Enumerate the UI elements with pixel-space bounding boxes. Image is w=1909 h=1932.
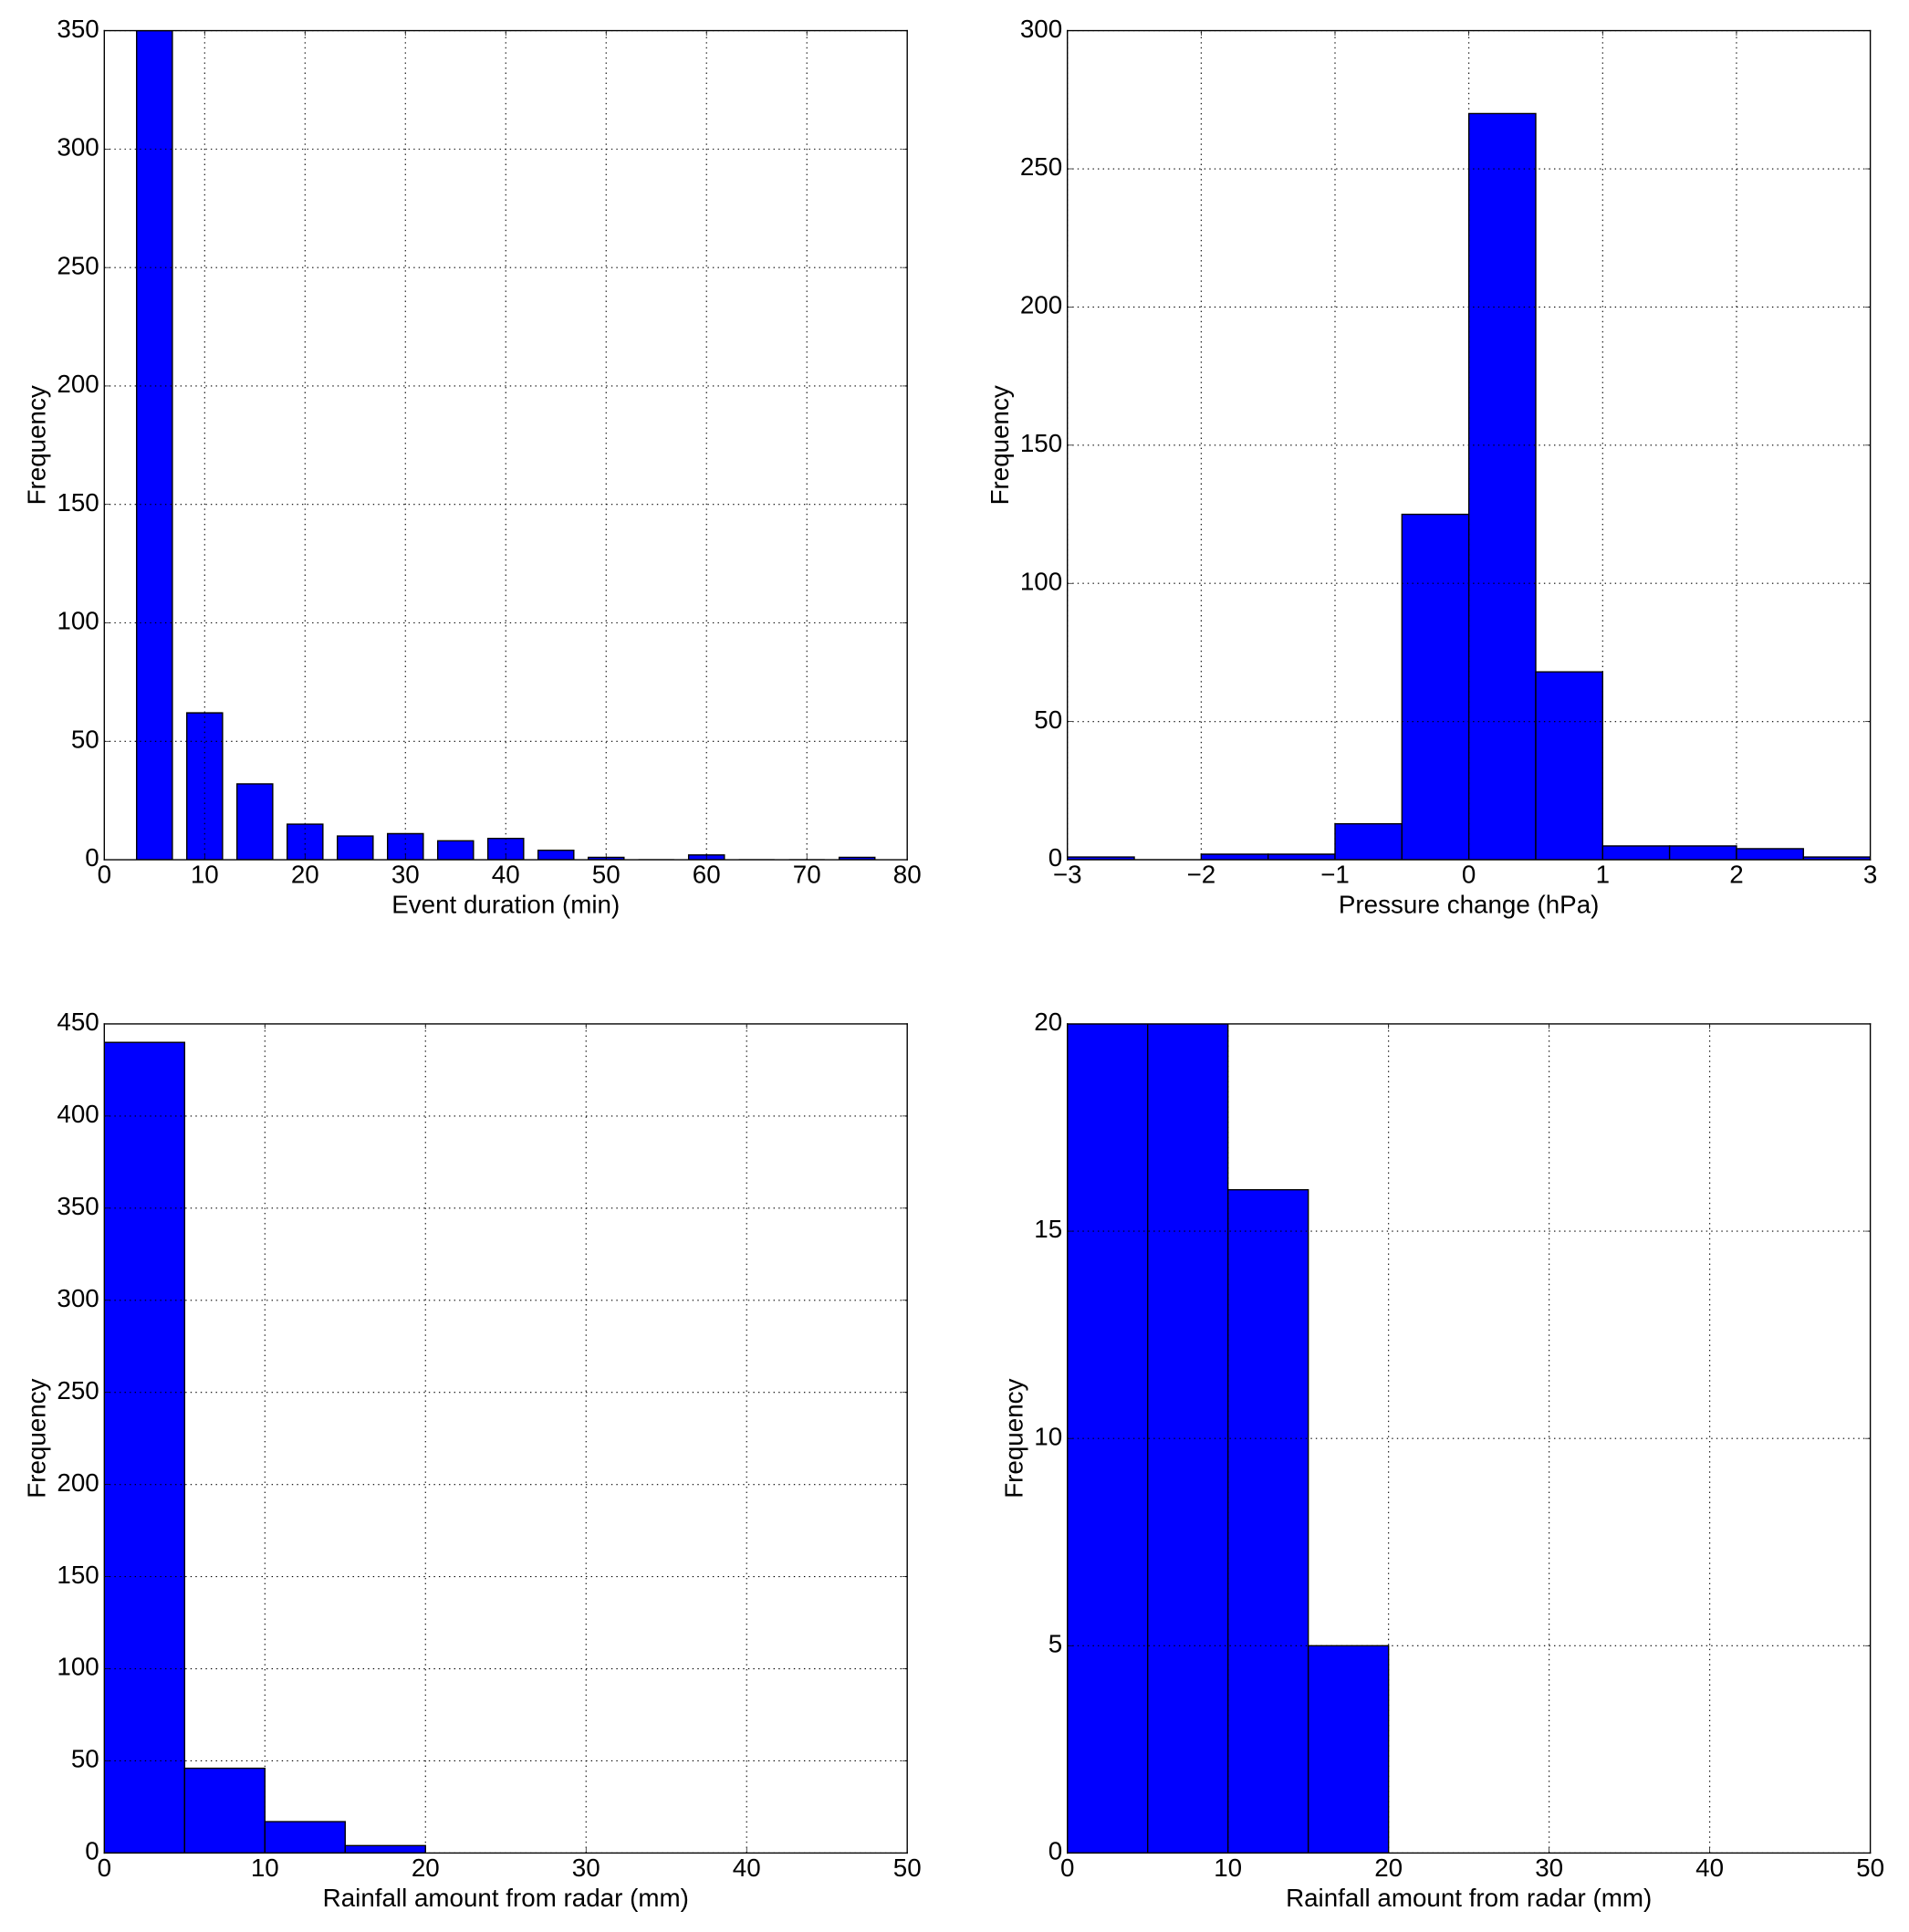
svg-text:80: 80 [893, 861, 922, 889]
svg-text:150: 150 [1020, 429, 1062, 457]
svg-text:70: 70 [793, 861, 821, 889]
svg-text:0: 0 [85, 1837, 99, 1865]
svg-text:100: 100 [1020, 567, 1062, 595]
svg-text:50: 50 [893, 1854, 922, 1882]
svg-text:30: 30 [572, 1854, 600, 1882]
svg-text:300: 300 [1020, 15, 1062, 43]
svg-text:0: 0 [1060, 1854, 1074, 1882]
svg-text:5: 5 [1048, 1629, 1062, 1657]
svg-text:Frequency: Frequency [1000, 1378, 1028, 1498]
svg-text:Frequency: Frequency [23, 1378, 51, 1498]
svg-text:350: 350 [57, 1192, 99, 1220]
svg-text:250: 250 [1020, 152, 1062, 181]
svg-text:450: 450 [57, 1008, 99, 1036]
svg-text:300: 300 [57, 133, 99, 162]
svg-text:10: 10 [1214, 1854, 1242, 1882]
svg-text:20: 20 [291, 861, 319, 889]
svg-text:50: 50 [71, 725, 99, 753]
svg-text:50: 50 [1034, 705, 1062, 734]
svg-text:0: 0 [85, 843, 99, 872]
svg-text:50: 50 [71, 1745, 99, 1773]
svg-text:Frequency: Frequency [23, 385, 51, 505]
svg-text:100: 100 [57, 1653, 99, 1681]
svg-text:Event duration (min): Event duration (min) [391, 891, 620, 919]
svg-text:10: 10 [251, 1854, 279, 1882]
svg-text:−1: −1 [1320, 861, 1350, 889]
svg-text:10: 10 [191, 861, 219, 889]
svg-text:15: 15 [1034, 1215, 1062, 1243]
svg-text:50: 50 [592, 861, 621, 889]
svg-text:200: 200 [57, 370, 99, 398]
svg-text:10: 10 [1034, 1422, 1062, 1450]
svg-text:350: 350 [57, 15, 99, 43]
svg-text:0: 0 [98, 861, 111, 889]
svg-text:40: 40 [1695, 1854, 1724, 1882]
svg-text:400: 400 [57, 1100, 99, 1128]
svg-text:300: 300 [57, 1284, 99, 1312]
svg-text:0: 0 [1462, 861, 1476, 889]
svg-text:20: 20 [412, 1854, 440, 1882]
svg-text:50: 50 [1856, 1854, 1884, 1882]
svg-text:200: 200 [57, 1468, 99, 1497]
svg-text:Pressure change (hPa): Pressure change (hPa) [1339, 891, 1600, 919]
svg-text:0: 0 [1048, 843, 1062, 872]
svg-text:−2: −2 [1187, 861, 1216, 889]
svg-text:250: 250 [57, 251, 99, 279]
svg-text:100: 100 [57, 607, 99, 635]
svg-text:30: 30 [1535, 1854, 1563, 1882]
svg-text:250: 250 [57, 1376, 99, 1405]
svg-text:20: 20 [1374, 1854, 1403, 1882]
svg-text:3: 3 [1863, 861, 1877, 889]
svg-text:40: 40 [492, 861, 520, 889]
svg-text:Rainfall amount from radar (mm: Rainfall amount from radar (mm) [1286, 1884, 1652, 1912]
svg-text:1: 1 [1596, 861, 1610, 889]
svg-text:40: 40 [733, 1854, 761, 1882]
svg-text:150: 150 [57, 488, 99, 517]
svg-text:20: 20 [1034, 1008, 1062, 1036]
svg-text:150: 150 [57, 1561, 99, 1589]
svg-text:Rainfall amount from radar (mm: Rainfall amount from radar (mm) [323, 1884, 689, 1912]
svg-text:0: 0 [1048, 1837, 1062, 1865]
svg-text:30: 30 [391, 861, 420, 889]
svg-text:200: 200 [1020, 291, 1062, 319]
svg-text:2: 2 [1729, 861, 1743, 889]
svg-text:Frequency: Frequency [986, 385, 1014, 505]
svg-text:60: 60 [693, 861, 721, 889]
svg-text:0: 0 [98, 1854, 111, 1882]
